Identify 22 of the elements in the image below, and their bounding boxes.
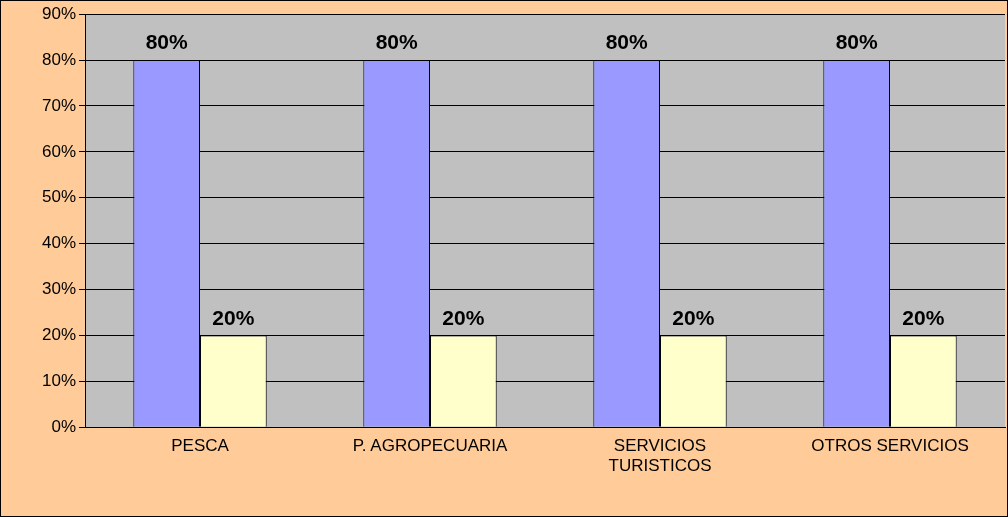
x-tick-label: P. AGROPECUARIA	[352, 436, 508, 456]
data-label: 80%	[605, 30, 648, 54]
data-label: 20%	[442, 305, 485, 329]
x-tick-label: SERVICIOS TURISTICOS	[608, 436, 712, 476]
y-tick-label: 60%	[41, 141, 77, 161]
data-label: 80%	[835, 30, 878, 54]
y-tick-label: 20%	[41, 325, 77, 345]
y-tick-label: 10%	[41, 371, 77, 390]
y-tick-label: 70%	[41, 95, 77, 115]
data-label: 20%	[902, 305, 945, 329]
x-tick-label: OTROS SERVICIOS	[811, 436, 969, 456]
y-tick-label: 80%	[41, 49, 77, 69]
y-tick-label: 30%	[41, 279, 77, 299]
y-tick-label: 0%	[51, 416, 77, 436]
y-tick-label: 90%	[41, 3, 77, 23]
x-tick-label: PESCA	[171, 436, 230, 456]
data-label: 80%	[145, 30, 189, 54]
y-tick-label: 50%	[41, 187, 77, 207]
data-label: 80%	[375, 30, 419, 54]
y-tick-label: 40%	[41, 233, 77, 253]
data-label: 20%	[672, 305, 715, 329]
data-label: 20%	[212, 305, 255, 329]
